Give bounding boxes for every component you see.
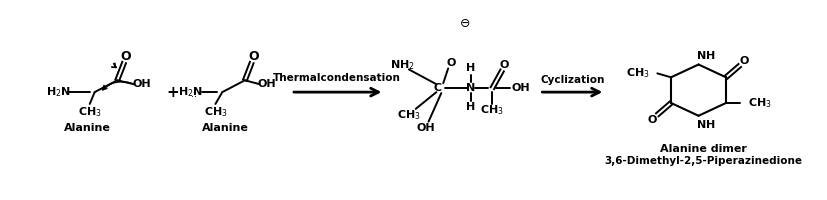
FancyArrowPatch shape [294,88,379,96]
Text: N: N [697,120,706,130]
Text: ··: ·· [191,92,197,102]
Text: OH: OH [257,79,276,89]
Text: OH: OH [416,123,435,133]
Text: NH$_2$: NH$_2$ [390,59,414,72]
Text: H: H [705,120,715,130]
Text: H: H [466,63,476,73]
Text: N: N [466,83,476,93]
Text: H: H [466,102,476,112]
Text: C: C [433,83,442,93]
Text: O: O [648,115,657,125]
Text: Alanine dimer: Alanine dimer [660,144,747,154]
Text: CH$_3$: CH$_3$ [203,105,227,119]
Text: CH$_3$: CH$_3$ [78,105,102,119]
Text: O: O [739,56,748,66]
Text: Alanine: Alanine [65,123,112,133]
FancyArrowPatch shape [543,88,600,96]
Text: N: N [697,51,706,61]
Text: OH: OH [512,83,531,93]
Text: O: O [121,50,131,63]
Text: OH: OH [132,79,151,89]
Text: CH$_3$: CH$_3$ [625,66,649,80]
FancyArrowPatch shape [112,63,116,67]
FancyArrowPatch shape [103,82,131,90]
Text: Thermalcondensation: Thermalcondensation [273,73,401,83]
Text: H: H [705,51,715,61]
Text: H$_2$N: H$_2$N [45,85,71,99]
Text: +: + [167,85,179,100]
Text: H$_2$N: H$_2$N [179,85,203,99]
Text: CH$_3$: CH$_3$ [748,96,772,110]
Text: O: O [447,58,456,68]
Text: CH$_3$: CH$_3$ [480,103,504,117]
Text: Alanine: Alanine [202,123,249,133]
Text: Cyclization: Cyclization [541,75,605,85]
Text: CH$_3$: CH$_3$ [397,108,421,122]
Text: O: O [248,50,259,63]
Text: O: O [500,60,509,70]
Text: 3,6-Dimethyl-2,5-Piperazinedione: 3,6-Dimethyl-2,5-Piperazinedione [605,156,802,166]
Text: ⊖: ⊖ [460,17,470,30]
